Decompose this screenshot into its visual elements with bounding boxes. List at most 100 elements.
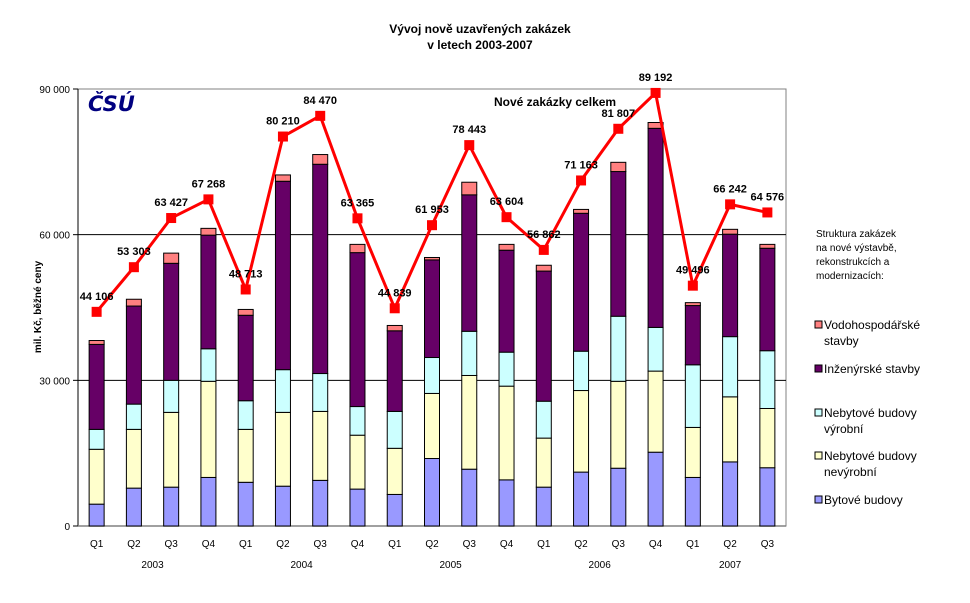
bar-segment: [759, 350, 776, 409]
legend-entry: Nebytové budovy výrobní: [814, 406, 917, 436]
legend-label: Vodohospodářské: [824, 318, 920, 332]
bar-segment: [722, 336, 739, 398]
bar-segment: [461, 468, 478, 527]
bar-segment: [461, 194, 478, 332]
line-marker: [650, 87, 661, 98]
line-marker: [687, 280, 698, 291]
bar-stack: [349, 243, 366, 527]
bar-stack: [684, 302, 701, 527]
bar-segment: [684, 305, 701, 366]
bar-segment: [684, 476, 701, 527]
bar-segment: [237, 481, 254, 527]
bar-segment: [163, 411, 180, 488]
bar-segment: [274, 485, 291, 527]
bar-segment: [610, 315, 627, 382]
bar-segment: [349, 488, 366, 527]
x-tick-label: Q2: [425, 539, 439, 550]
legend-swatch: [814, 364, 823, 373]
csu-logo: ČSÚ: [88, 91, 135, 116]
chart-title-line-1: Vývoj nově uzavřených zakázek: [389, 22, 571, 36]
bar-segment: [274, 180, 291, 371]
legend-label: Bytové budovy: [824, 493, 903, 507]
bar-segment: [200, 348, 217, 382]
data-label: 71 163: [564, 159, 598, 171]
bar-segment: [386, 493, 403, 527]
bar-segment: [722, 396, 739, 463]
legend-label: Nebytové budovy: [824, 406, 917, 420]
bar-segment: [535, 264, 552, 272]
data-label: 81 807: [601, 108, 635, 120]
bar-stack: [461, 181, 478, 527]
bar-segment: [274, 411, 291, 487]
bar-stack: [722, 228, 739, 527]
year-label: 2004: [290, 560, 313, 571]
legend-title: rekonstrukcích a: [816, 257, 890, 268]
bar-segment: [163, 379, 180, 413]
bar-segment: [274, 174, 291, 182]
line-marker: [762, 207, 773, 218]
bar-segment: [386, 324, 403, 332]
bar-segment: [125, 305, 142, 405]
bar-segment: [535, 437, 552, 488]
bar-segment: [237, 428, 254, 483]
bar-stack: [200, 227, 217, 527]
bar-stack: [386, 324, 403, 527]
bar-segment: [312, 154, 329, 165]
bar-segment: [200, 227, 217, 236]
x-tick-label: Q4: [649, 539, 663, 550]
bar-segment: [349, 243, 366, 254]
legend-swatch: [814, 408, 823, 417]
bar-segment: [125, 403, 142, 430]
bar-segment: [461, 330, 478, 376]
legend-entry: Vodohospodářské stavby: [814, 318, 920, 348]
bar-segment: [424, 357, 440, 394]
bar-segment: [312, 373, 329, 412]
bar-segment: [647, 451, 664, 527]
line-marker: [389, 303, 400, 314]
bar-segment: [200, 476, 217, 527]
data-label: 63 427: [154, 197, 188, 209]
x-tick-label: Q4: [202, 539, 216, 550]
data-label: 66 242: [713, 183, 747, 195]
x-tick-label: Q3: [761, 539, 775, 550]
bar-segment: [610, 171, 627, 317]
line-marker: [240, 284, 251, 295]
x-tick-label: Q3: [314, 539, 328, 550]
data-label: 64 576: [751, 191, 785, 203]
bar-stack: [759, 243, 776, 527]
bar-segment: [386, 447, 403, 495]
bar-stack: [535, 264, 552, 527]
bar-segment: [573, 208, 590, 214]
legend-title: Struktura zakázek: [816, 229, 897, 240]
bar-segment: [312, 163, 329, 375]
bar-stack: [424, 256, 440, 527]
x-tick-label: Q2: [574, 539, 588, 550]
bar-segment: [237, 314, 254, 402]
x-tick-label: Q1: [686, 539, 700, 550]
y-tick-label: 30 000: [39, 376, 70, 387]
data-label: 89 192: [639, 72, 673, 84]
legend-swatch: [814, 495, 823, 504]
line-marker: [315, 110, 326, 121]
data-label: 78 443: [452, 124, 486, 136]
bar-segment: [759, 247, 776, 352]
bar-segment: [461, 181, 478, 196]
line-marker: [538, 244, 549, 255]
legend-swatch: [814, 451, 823, 460]
bar-segment: [498, 351, 515, 387]
data-label: 61 953: [415, 204, 449, 216]
bar-segment: [535, 400, 552, 439]
bar-segment: [237, 400, 254, 430]
bar-stack: [573, 208, 590, 527]
data-label: 67 268: [192, 178, 226, 190]
bar-segment: [312, 479, 329, 527]
x-tick-label: Q3: [612, 539, 626, 550]
bar-segment: [610, 467, 627, 527]
year-label: 2007: [719, 560, 742, 571]
bar-segment: [424, 392, 440, 460]
bar-segment: [684, 364, 701, 428]
bar-stack: [125, 298, 142, 527]
x-tick-label: Q2: [276, 539, 290, 550]
data-label: 44 106: [80, 291, 114, 303]
x-tick-label: Q1: [537, 539, 551, 550]
